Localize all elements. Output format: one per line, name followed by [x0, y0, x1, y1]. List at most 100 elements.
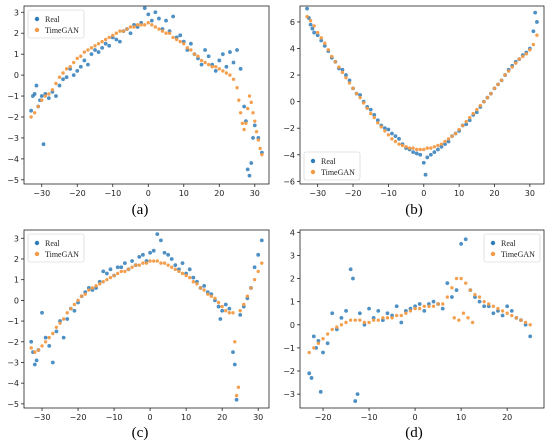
real-point	[385, 311, 390, 316]
real-point	[117, 39, 122, 44]
timegan-point	[390, 137, 394, 141]
timegan-point	[227, 311, 232, 315]
timegan-point	[399, 313, 403, 318]
timegan-point	[114, 31, 119, 35]
x-tick-label: 0	[413, 413, 418, 422]
real-point	[155, 232, 160, 237]
timegan-point	[233, 340, 237, 344]
timegan-point	[347, 81, 352, 85]
real-point	[54, 329, 59, 334]
timegan-point	[76, 298, 80, 303]
real-point	[463, 237, 468, 242]
timegan-point	[413, 306, 417, 311]
timegan-point	[196, 54, 200, 58]
timegan-point	[162, 261, 167, 265]
timegan-point	[97, 282, 102, 286]
timegan-point	[57, 75, 62, 79]
timegan-point	[244, 121, 248, 125]
timegan-point	[94, 284, 98, 288]
real-point	[220, 308, 225, 313]
timegan-point	[353, 318, 357, 322]
real-point	[252, 265, 257, 270]
real-point	[459, 241, 464, 246]
timegan-point	[431, 304, 436, 308]
timegan-point	[54, 81, 58, 86]
timegan-point	[159, 261, 163, 265]
timegan-point	[40, 344, 44, 348]
legend-marker	[34, 16, 40, 22]
timegan-point	[185, 46, 190, 50]
real-point	[372, 113, 377, 117]
timegan-point	[72, 60, 76, 65]
timegan-point	[475, 107, 479, 112]
real-point	[505, 304, 510, 309]
x-tick-label: −30	[33, 189, 50, 198]
real-point	[119, 265, 124, 270]
real-point	[535, 20, 539, 24]
real-point	[29, 339, 34, 344]
timegan-point	[79, 54, 83, 58]
timegan-point	[443, 139, 447, 144]
real-point	[213, 69, 218, 73]
timegan-point	[29, 346, 33, 350]
timegan-point	[470, 320, 475, 325]
legend-box	[483, 233, 541, 263]
timegan-point	[210, 65, 214, 69]
real-point	[305, 6, 309, 11]
timegan-point	[367, 320, 371, 325]
real-point	[234, 397, 239, 402]
real-point	[428, 152, 433, 157]
legend: Real TimeGAN	[27, 9, 85, 39]
timegan-point	[43, 340, 48, 344]
y-tick-label: −3	[283, 390, 295, 399]
timegan-point	[89, 46, 94, 50]
y-tick-label: 0	[290, 98, 295, 107]
timegan-point	[315, 30, 320, 35]
real-point	[231, 60, 236, 65]
timegan-point	[499, 78, 504, 83]
timegan-point	[459, 276, 463, 281]
x-tick-label: 10	[181, 413, 191, 422]
legend-label: TimeGAN	[45, 26, 79, 35]
real-point	[312, 30, 317, 35]
timegan-point	[325, 332, 330, 336]
real-point	[307, 371, 312, 376]
timegan-point	[43, 94, 48, 98]
timegan-point	[166, 263, 170, 267]
real-point	[114, 37, 119, 42]
legend-label: TimeGAN	[45, 250, 79, 259]
timegan-point	[195, 282, 199, 286]
timegan-point	[242, 127, 246, 132]
real-point	[394, 304, 399, 309]
legend: Real TimeGAN	[27, 233, 85, 263]
real-point	[464, 122, 469, 127]
x-tick-label: −20	[315, 413, 332, 422]
timegan-point	[111, 33, 115, 38]
timegan-point	[397, 142, 401, 146]
timegan-point	[394, 313, 399, 318]
real-point	[40, 310, 44, 315]
timegan-point	[482, 99, 486, 104]
real-point	[528, 334, 533, 339]
timegan-point	[173, 267, 178, 272]
legend-marker	[310, 169, 316, 175]
timegan-point	[209, 294, 214, 298]
timegan-point	[115, 271, 120, 276]
timegan-point	[199, 58, 204, 63]
timegan-point	[61, 317, 66, 321]
x-tick-label: 30	[253, 413, 263, 422]
timegan-point	[379, 125, 384, 129]
x-tick-label: 20	[502, 413, 512, 422]
timegan-point	[457, 127, 461, 132]
real-point	[382, 126, 387, 131]
timegan-point	[308, 18, 313, 23]
timegan-point	[468, 288, 473, 292]
timegan-point	[478, 103, 483, 108]
timegan-point	[369, 111, 373, 116]
real-point	[34, 358, 39, 363]
y-tick-label: 3	[14, 8, 19, 17]
legend-marker	[34, 27, 40, 33]
timegan-point	[152, 259, 156, 263]
timegan-point	[202, 288, 206, 292]
